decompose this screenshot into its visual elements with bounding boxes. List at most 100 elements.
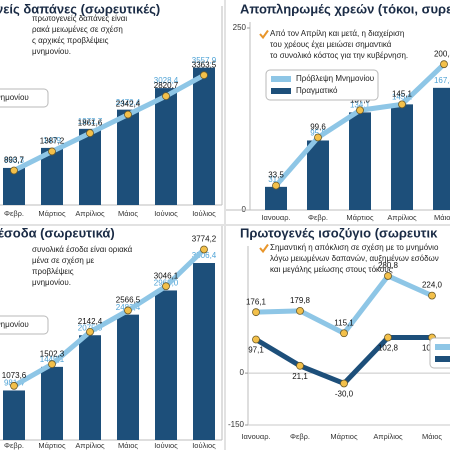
x-tick-label: Μάρτιος: [38, 441, 66, 450]
point-value-label: 179,8: [290, 296, 311, 305]
x-tick-label: Ιούλιος: [192, 209, 216, 218]
legend-swatch: [271, 88, 291, 94]
point-marker: [162, 92, 170, 101]
chart-panel: Πρωτογενές ισοζύγιο (σωρευτικ Σημαντική η…: [228, 225, 450, 441]
point-value-label: 115,1: [334, 318, 354, 327]
point-marker: [200, 245, 208, 254]
bar: [265, 186, 287, 210]
annotation-line: του χρέους έχει μειώσει σημαντικά: [270, 40, 392, 49]
point-value-label: 21,1: [292, 372, 308, 381]
x-tick-label: Μάιος: [118, 441, 138, 450]
bar: [391, 104, 413, 210]
point-marker: [252, 335, 260, 344]
bar-value-label: 1972,7: [78, 117, 103, 126]
point-value-label: 2342,4: [116, 100, 141, 109]
bar: [155, 290, 177, 440]
annotation-line: Σημαντική η απόκλιση σε σχέση με το μνημ…: [270, 243, 439, 252]
point-marker: [86, 129, 94, 138]
legend-swatch: [271, 76, 291, 82]
legend-label: Πρόβλεψη Μνημονίου: [296, 74, 374, 83]
annotation-line: ς αρχικές προβλέψεις: [32, 36, 109, 45]
x-tick-label: Μάρτιος: [330, 432, 358, 441]
point-marker: [48, 360, 56, 369]
chart-title: νείς δαπάνες (σωρευτικές): [0, 1, 160, 16]
bar-value-label: 1449,1: [40, 355, 65, 364]
x-tick-label: Ιούνιος: [154, 441, 178, 450]
y-tick-label: 250: [233, 23, 247, 32]
bar: [117, 109, 139, 205]
point-value-label: 3774,2: [192, 235, 217, 244]
series-line: [11, 72, 207, 174]
annotation-line: συνολικά έσοδα είναι οριακά: [32, 245, 133, 254]
bar-value-label: 960,3: [4, 156, 25, 165]
legend-box: [0, 88, 49, 108]
x-tick-label: Φεβρ.: [290, 432, 310, 441]
bar-value-label: 2470,4: [116, 98, 141, 107]
chart-panel: έσοδα (σωρευτικά) συνολικά έσοδα είναι ορ…: [0, 225, 223, 450]
legend-box: [0, 315, 49, 335]
annotation-line: και μεγάλης μείωσης στους τόκους: [270, 265, 393, 274]
bar-value-label: 3557,9: [192, 56, 217, 65]
x-tick-label: Μάρτιος: [38, 209, 66, 218]
bar-value-label: 1479: [43, 136, 61, 145]
point-value-label: 1387,2: [40, 137, 65, 146]
point-marker: [10, 166, 18, 175]
x-tick-label: Φεβρ.: [4, 441, 24, 450]
annotation-line: πρωτογενείς δαπάνες είναι: [32, 14, 127, 23]
point-value-label: 1861,6: [78, 118, 103, 127]
point-marker: [272, 181, 280, 190]
legend-label: Μνημονίου: [0, 93, 29, 102]
point-value-label: 280,8: [378, 261, 399, 270]
x-tick-label: Μάιος: [118, 209, 138, 218]
point-value-label: 1502,3: [40, 349, 65, 358]
x-tick-label: Ιανουαρ.: [261, 213, 290, 222]
x-tick-label: Μάρτιος: [346, 213, 374, 222]
bar-value-label: 2075,5: [78, 323, 103, 332]
chart-title: Πρωτογενές ισοζύγιο (σωρευτικ: [240, 225, 438, 240]
legend-label: Πραγματικό: [296, 86, 338, 95]
point-value-label: 3363,5: [192, 60, 217, 69]
bar-value-label: 167,8: [434, 76, 450, 85]
x-tick-label: Απρίλιος: [373, 432, 403, 441]
bar: [3, 167, 25, 205]
bar: [193, 67, 215, 205]
check-icon: [259, 243, 269, 254]
bar: [79, 128, 101, 205]
bar-value-label: 134,1: [350, 100, 371, 109]
bar-value-label: 95,5: [310, 129, 326, 138]
point-marker: [296, 306, 304, 315]
x-tick-label: Απρίλιος: [75, 441, 105, 450]
chart-title: έσοδα (σωρευτικά): [0, 225, 115, 240]
bar: [3, 390, 25, 440]
point-value-label: 2142,4: [78, 317, 103, 326]
point-value-label: 33,5: [268, 171, 284, 180]
bar: [193, 263, 215, 440]
point-marker: [10, 381, 18, 390]
point-marker: [200, 71, 208, 80]
chart-title: Αποπληρωμές χρεών (τόκοι, συρε: [240, 1, 450, 16]
annotation-line: μένα σε σχέση με: [32, 256, 95, 265]
bar-value-label: 3506,4: [192, 251, 217, 260]
point-marker: [384, 272, 392, 280]
point-value-label: 145,1: [392, 89, 413, 98]
bar: [79, 335, 101, 440]
legend-box: [429, 337, 450, 369]
legend-label: Μνημονίου: [0, 320, 29, 329]
x-tick-label: Απρίλιος: [387, 213, 417, 222]
x-tick-label: Μάιος: [434, 213, 450, 222]
bar-value-label: 145,1: [392, 92, 413, 101]
bar: [117, 314, 139, 440]
x-tick-label: Ιούλιος: [192, 441, 216, 450]
point-marker: [440, 60, 448, 69]
point-value-label: 3046,1: [154, 271, 179, 280]
legend-swatch: [435, 356, 450, 362]
point-marker: [162, 282, 170, 291]
x-tick-label: Φεβρ.: [308, 213, 328, 222]
x-tick-label: Μάιος: [422, 432, 442, 441]
bar-value-label: 31,8: [268, 175, 284, 184]
annotation-line: Από τον Απρίλη και μετά, η διαχείριση: [270, 29, 404, 38]
series-line: [11, 246, 207, 389]
point-marker: [296, 361, 304, 370]
point-value-label: 97,1: [248, 346, 264, 355]
